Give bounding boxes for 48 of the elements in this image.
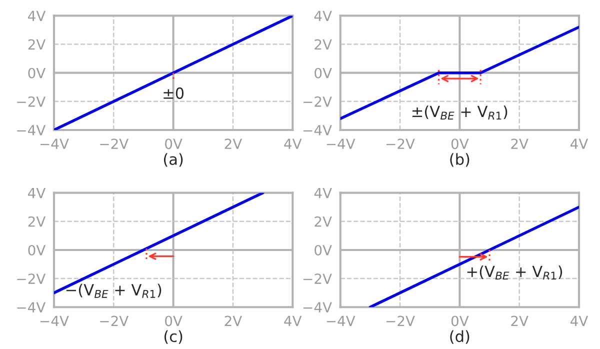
x-tick-label: −4V: [40, 138, 69, 149]
y-tick-label: 4V: [314, 188, 332, 198]
x-tick-label: 0V: [451, 138, 469, 150]
x-tick-label: 2V: [224, 316, 242, 326]
y-tick-label: 4V: [314, 10, 332, 21]
x-tick-label: −2V: [386, 138, 415, 149]
y-tick-label: −4V: [17, 302, 46, 312]
x-tick-label: −4V: [40, 316, 69, 326]
y-tick-label: −2V: [17, 96, 46, 107]
x-tick-label: 2V: [511, 316, 528, 326]
y-tick-label: 0V: [314, 244, 332, 256]
y-tick-label: 0V: [28, 244, 46, 256]
x-tick-label: 0V: [165, 316, 182, 326]
x-tick-label: −4V: [326, 138, 356, 149]
x-tick-label: 4V: [284, 316, 302, 326]
x-tick-label: 4V: [284, 138, 302, 149]
x-tick-label: −2V: [100, 138, 129, 149]
y-tick-label: 4V: [28, 188, 46, 198]
y-tick-label: −4V: [17, 125, 46, 136]
x-tick-label: 4V: [570, 138, 588, 149]
y-tick-label: −2V: [304, 96, 332, 107]
y-tick-label: 0V: [314, 68, 332, 78]
x-tick-label: 2V: [224, 138, 242, 149]
annotation: −(V$_{BE}$ + V$_{R1}$): [66, 284, 162, 298]
y-tick-label: 2V: [314, 39, 332, 50]
y-tick-label: 2V: [28, 216, 46, 227]
x-axis-title: (a): [164, 153, 183, 167]
annotation: ±0: [164, 87, 184, 99]
x-tick-label: −4V: [326, 316, 356, 326]
y-tick-label: −2V: [17, 274, 46, 284]
x-tick-label: 0V: [451, 316, 469, 326]
y-tick-label: −4V: [304, 302, 332, 312]
x-tick-label: 4V: [570, 316, 588, 326]
x-axis-title: (d): [450, 330, 470, 344]
x-tick-label: 2V: [511, 138, 528, 149]
x-tick-label: −2V: [100, 316, 129, 326]
x-tick-label: 0V: [165, 138, 182, 150]
x-axis-title: (c): [164, 330, 182, 344]
y-tick-label: −2V: [304, 274, 332, 284]
y-tick-label: 2V: [314, 216, 332, 227]
annotation: ±(V$_{BE}$ + V$_{R1}$): [412, 105, 508, 120]
y-tick-label: 4V: [28, 10, 46, 21]
y-tick-label: −4V: [304, 125, 332, 136]
y-tick-label: 2V: [28, 39, 46, 50]
annotation: +(V$_{BE}$ + V$_{R1}$): [467, 265, 562, 280]
y-tick-label: 0V: [28, 68, 46, 78]
x-axis-title: (b): [450, 153, 470, 167]
x-tick-label: −2V: [386, 316, 415, 326]
